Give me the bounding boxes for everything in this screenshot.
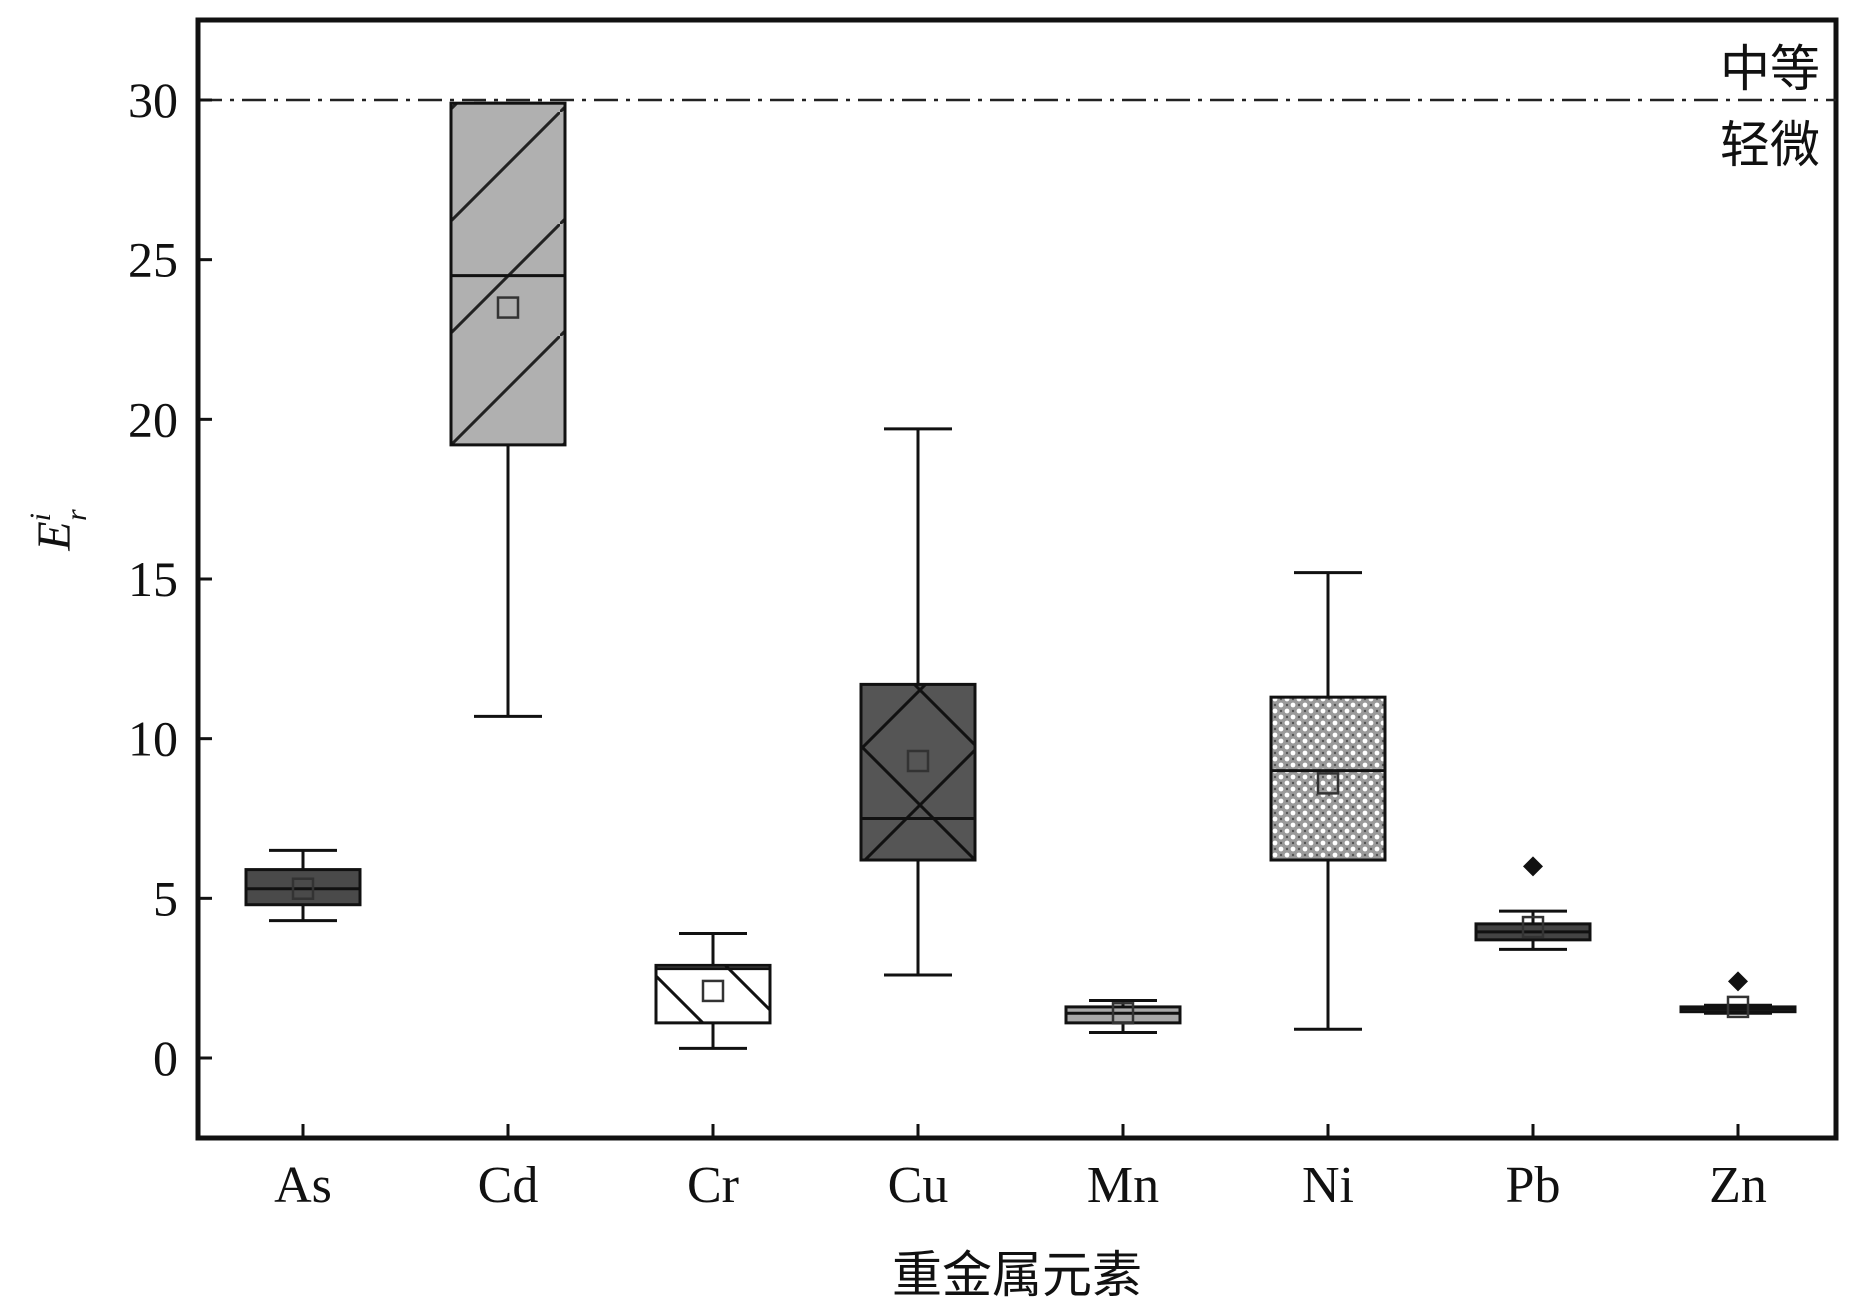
box-Mn: [1064, 999, 1182, 1034]
y-axis-label-main: E: [28, 521, 81, 551]
outlier-Pb-0: [1523, 856, 1543, 877]
y-tick-label-25: 25: [128, 232, 178, 288]
y-tick-label-5: 5: [153, 870, 178, 926]
svg-text:Eir: Ei r: [24, 509, 93, 552]
mean-marker-As: [291, 877, 315, 901]
y-tick-label-20: 20: [128, 391, 178, 447]
y-axis: 0 5 10 15 20 25 30: [128, 72, 212, 1086]
mean-marker-Cu: [906, 749, 930, 773]
x-tick-label-Cu: Cu: [888, 1157, 949, 1214]
box-iqr-Ni: [1269, 695, 1387, 862]
box-Ni: [1269, 571, 1387, 1031]
box-Cr: [654, 931, 772, 1050]
x-tick-label-Mn: Mn: [1087, 1157, 1159, 1214]
box-series: [244, 101, 1797, 1050]
box-Cu: [859, 427, 977, 977]
plot-frame: [195, 17, 1839, 1141]
y-axis-label-sub: r: [60, 509, 93, 521]
mean-marker-Cd: [496, 296, 520, 319]
y-tick-label-0: 0: [153, 1030, 178, 1086]
mean-marker-Mn: [1111, 1002, 1135, 1025]
box-Pb: [1474, 856, 1592, 951]
y-axis-label-sup: i: [24, 513, 57, 521]
ref-label-below: 轻微: [1720, 116, 1820, 174]
box-iqr-Cd: [449, 101, 567, 447]
x-tick-label-Cr: Cr: [687, 1157, 739, 1214]
mean-marker-Cr: [701, 979, 725, 1003]
x-axis: As Cd Cr Cu Mn Ni Pb Zn: [274, 1124, 1767, 1214]
x-tick-label-Ni: Ni: [1302, 1157, 1354, 1214]
x-tick-label-As: As: [274, 1157, 332, 1214]
box-Cd: [449, 101, 567, 718]
x-axis-label: 重金属元素: [892, 1246, 1142, 1304]
box-Zn: [1679, 971, 1797, 1019]
x-tick-label-Pb: Pb: [1506, 1157, 1561, 1214]
y-axis-label: Ei r: [24, 509, 93, 552]
mean-marker-Ni: [1316, 772, 1340, 795]
box-iqr-Mn: [1064, 1005, 1182, 1025]
box-iqr-Cr: [654, 963, 772, 1025]
box-As: [244, 848, 362, 923]
x-tick-label-Cd: Cd: [478, 1157, 539, 1214]
mean-marker-Pb: [1521, 915, 1545, 939]
x-tick-label-Zn: Zn: [1709, 1157, 1767, 1214]
mean-marker-Zn: [1726, 995, 1750, 1019]
y-tick-label-30: 30: [128, 72, 178, 128]
y-tick-label-10: 10: [128, 711, 178, 767]
ref-label-above: 中等: [1720, 40, 1820, 98]
y-tick-label-15: 15: [128, 551, 178, 607]
outlier-Zn-0: [1728, 971, 1748, 992]
